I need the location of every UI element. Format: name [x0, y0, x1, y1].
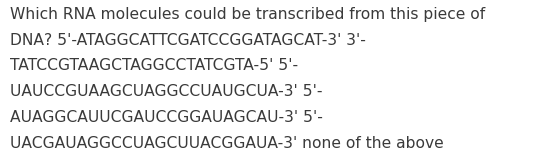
Text: UAUCCGUAAGCUAGGCCUAUGCUA-3' 5'-: UAUCCGUAAGCUAGGCCUAUGCUA-3' 5'- — [10, 84, 323, 99]
Text: AUAGGCAUUCGAUCCGGAUAGCAU-3' 5'-: AUAGGCAUUCGAUCCGGAUAGCAU-3' 5'- — [10, 110, 323, 125]
Text: DNA? 5'-ATAGGCATTCGATCCGGATAGCAT-3' 3'-: DNA? 5'-ATAGGCATTCGATCCGGATAGCAT-3' 3'- — [10, 33, 366, 48]
Text: UACGAUAGGCCUAGCUUACGGAUA-3' none of the above: UACGAUAGGCCUAGCUUACGGAUA-3' none of the … — [10, 136, 444, 151]
Text: Which RNA molecules could be transcribed from this piece of: Which RNA molecules could be transcribed… — [10, 7, 485, 22]
Text: TATCCGTAAGCTAGGCCTATCGTA-5' 5'-: TATCCGTAAGCTAGGCCTATCGTA-5' 5'- — [10, 58, 298, 73]
